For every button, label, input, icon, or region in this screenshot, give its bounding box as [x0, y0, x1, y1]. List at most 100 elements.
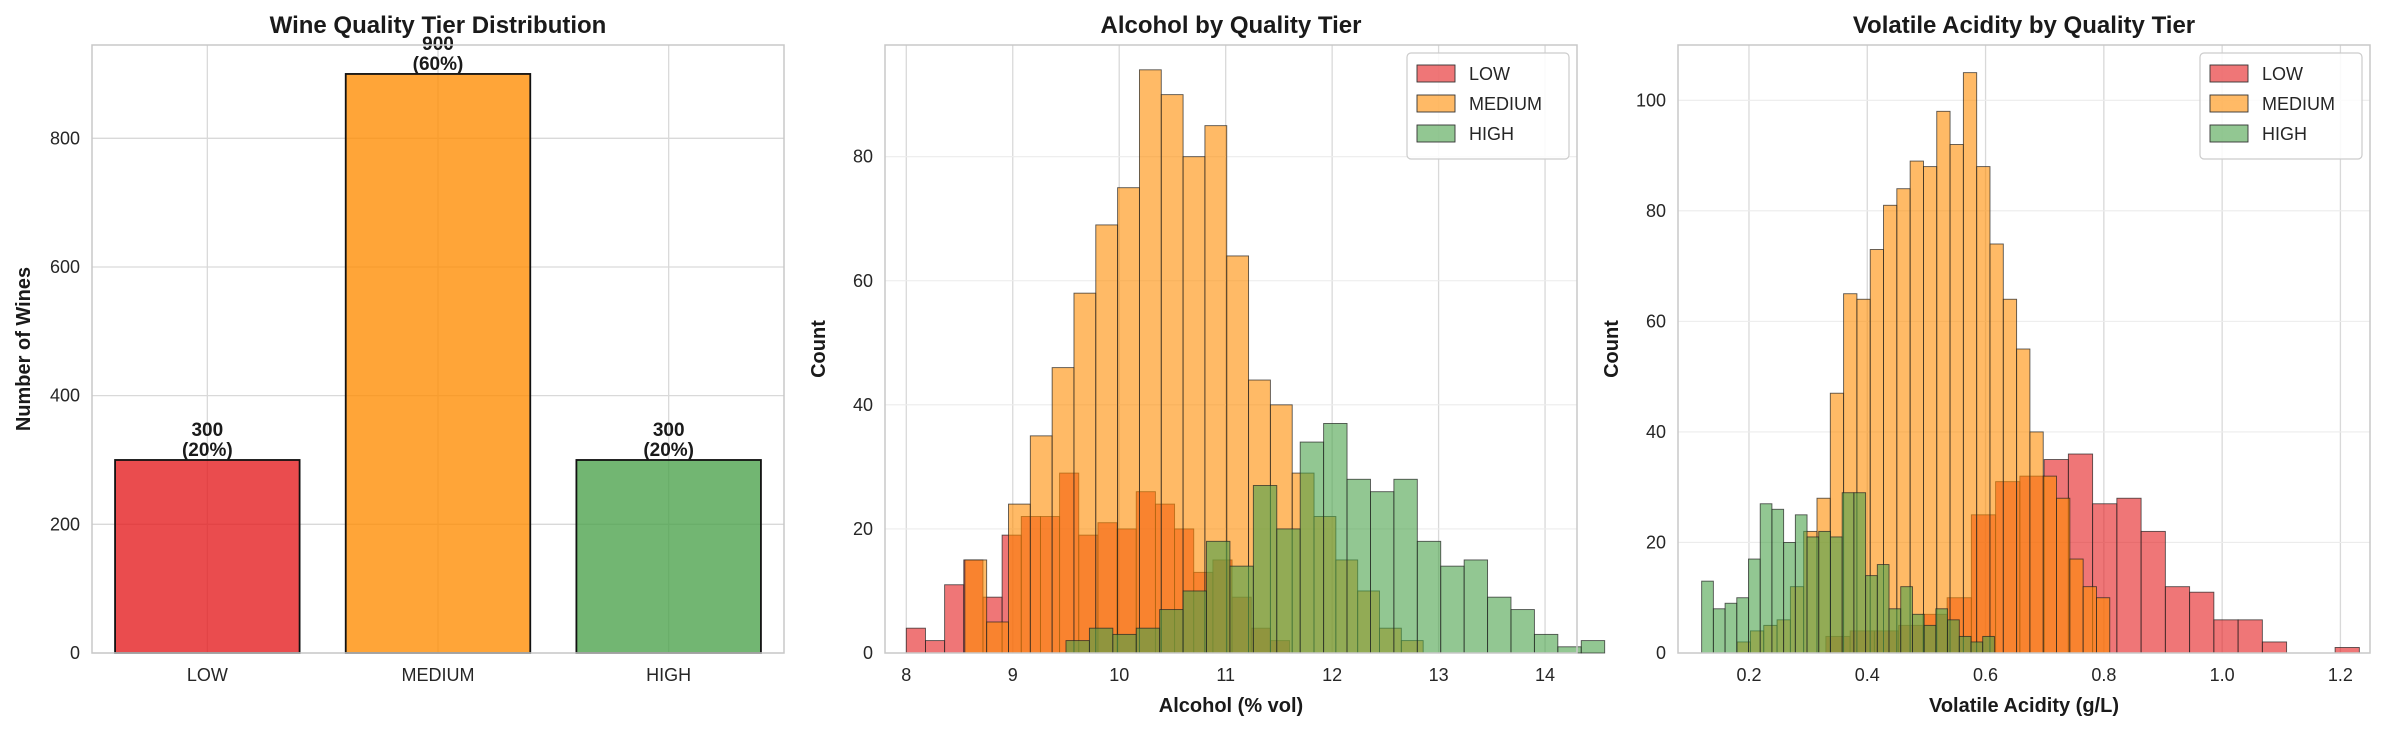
y-tick-label: 60: [853, 271, 873, 291]
legend-swatch-medium: [1416, 94, 1456, 113]
y-tick-label: 40: [1646, 422, 1666, 442]
hist-bar-high: [1276, 528, 1301, 654]
bar-low: [114, 459, 301, 654]
hist-bar-high: [1759, 503, 1773, 654]
hist-bar-high: [1510, 609, 1535, 654]
x-tick-label: MEDIUM: [402, 665, 475, 685]
hist-bar-medium: [2056, 497, 2071, 654]
y-tick-label: 80: [853, 147, 873, 167]
hist-bar-high: [1865, 575, 1878, 654]
hist-bar-high: [1088, 627, 1114, 654]
hist-bar-high: [1876, 564, 1890, 654]
hist-bar-high: [1323, 422, 1348, 654]
hist-bar-high: [1463, 559, 1489, 654]
bar-medium: [344, 73, 532, 654]
x-tick-label: 8: [901, 665, 911, 685]
hist-bar-medium: [1923, 166, 1938, 654]
hist-bar-medium: [2082, 586, 2097, 654]
hist-bar-medium: [1029, 435, 1053, 654]
hist-bar-high: [1229, 565, 1254, 654]
hist-bar-low: [944, 584, 965, 654]
x-tick-label: 0.2: [1736, 665, 1761, 685]
hist-bar-high: [1841, 492, 1855, 654]
hist-bar-medium: [986, 621, 1009, 654]
x-tick-label: 9: [1008, 665, 1018, 685]
x-axis-label: Alcohol (% vol): [1159, 695, 1303, 717]
hist-bar-high: [1748, 558, 1761, 654]
hist-bar-medium: [1117, 187, 1140, 654]
legend-label-high: HIGH: [1469, 124, 1514, 144]
hist-bar-high: [1970, 641, 1984, 654]
bar-high: [575, 459, 762, 654]
hist-bar-medium: [1936, 110, 1951, 654]
hist-bar-high: [1416, 540, 1442, 654]
hist-bar-medium: [1896, 188, 1911, 654]
x-tick-label: 0.6: [1973, 665, 1998, 685]
legend-swatch-medium: [2209, 94, 2249, 113]
y-tick-label: 20: [1646, 532, 1666, 552]
hist-bar-high: [1947, 619, 1960, 654]
hist-bar-high: [1701, 580, 1714, 654]
hist-bar-high: [1853, 492, 1867, 654]
hist-bar-high: [1159, 609, 1184, 654]
hist-bar-high: [1135, 627, 1161, 654]
hist-bar-high: [1958, 635, 1972, 654]
hist-bar-medium: [1073, 292, 1097, 654]
hist-bar-medium: [2042, 475, 2057, 654]
x-tick-label: 13: [1429, 665, 1449, 685]
legend: LOW MEDIUM HIGH: [2199, 52, 2363, 160]
y-tick-label: 80: [1646, 201, 1666, 221]
y-tick-label: 0: [70, 643, 80, 663]
legend-swatch-high: [2209, 124, 2249, 143]
histogram-bars: [905, 69, 1606, 654]
hist-bar-high: [1806, 536, 1820, 654]
hist-bar-high: [1065, 640, 1090, 654]
plot-frame: [1677, 44, 2371, 654]
legend-label-low: LOW: [2262, 64, 2303, 84]
hist-bar-high: [1580, 640, 1606, 654]
x-tick-label: 10: [1109, 665, 1129, 685]
y-tick-label: 60: [1646, 311, 1666, 331]
hist-bar-medium: [1976, 166, 1991, 654]
x-axis-label: Volatile Acidity (g/L): [1929, 695, 2119, 717]
hist-bar-medium: [2002, 298, 2018, 654]
hist-bar-high: [1487, 596, 1512, 654]
axis-ticks: 0 200 400 600 800 LOW MEDIUM HIGH: [50, 128, 691, 685]
y-tick-label: 800: [50, 128, 80, 148]
x-tick-label: HIGH: [646, 665, 691, 685]
hist-bar-high: [1252, 485, 1278, 654]
hist-bar-high: [1736, 597, 1749, 654]
hist-bar-high: [1923, 624, 1937, 654]
hist-bar-high: [1112, 633, 1137, 654]
legend-label-medium: MEDIUM: [2262, 94, 2335, 114]
y-tick-label: 40: [853, 395, 873, 415]
hist-bar-high: [1818, 530, 1831, 654]
hist-bar-low: [905, 627, 926, 654]
hist-bar-medium: [2029, 431, 2044, 654]
chart-title: Volatile Acidity by Quality Tier: [1853, 12, 2195, 39]
hist-bar-high: [1783, 542, 1796, 654]
series-high: [1701, 492, 1995, 654]
hist-bar-high: [1299, 441, 1325, 654]
hist-bar-high: [1370, 491, 1395, 654]
hist-bar-low: [2213, 619, 2239, 654]
hist-bar-medium: [2069, 558, 2084, 654]
hist-bar-medium: [1949, 144, 1964, 654]
y-axis-label: Number of Wines: [13, 267, 35, 431]
hist-bar-medium: [1962, 72, 1978, 654]
axis-ticks: 0.2 0.4 0.6 0.8 1.0 1.2 0 20 40 60 80 100: [1636, 90, 2353, 685]
y-axis-label: Count: [1601, 320, 1623, 378]
hist-bar-low: [2116, 497, 2142, 654]
hist-bar-high: [1830, 536, 1843, 654]
hist-bar-low: [2237, 619, 2263, 654]
legend-swatch-high: [1416, 124, 1456, 143]
hist-bar-medium: [1051, 367, 1075, 654]
histogram-bars: [1701, 72, 2360, 654]
hist-bar-high: [1982, 635, 1995, 654]
hist-bar-high: [1440, 565, 1465, 654]
legend-label-high: HIGH: [2262, 124, 2307, 144]
hist-bar-low: [2189, 591, 2215, 654]
y-axis-label: Count: [808, 320, 830, 378]
x-tick-label: LOW: [187, 665, 228, 685]
quality-tier-panel: 300(20%)900(60%)300(20%) 0200400600800LO…: [13, 12, 785, 685]
